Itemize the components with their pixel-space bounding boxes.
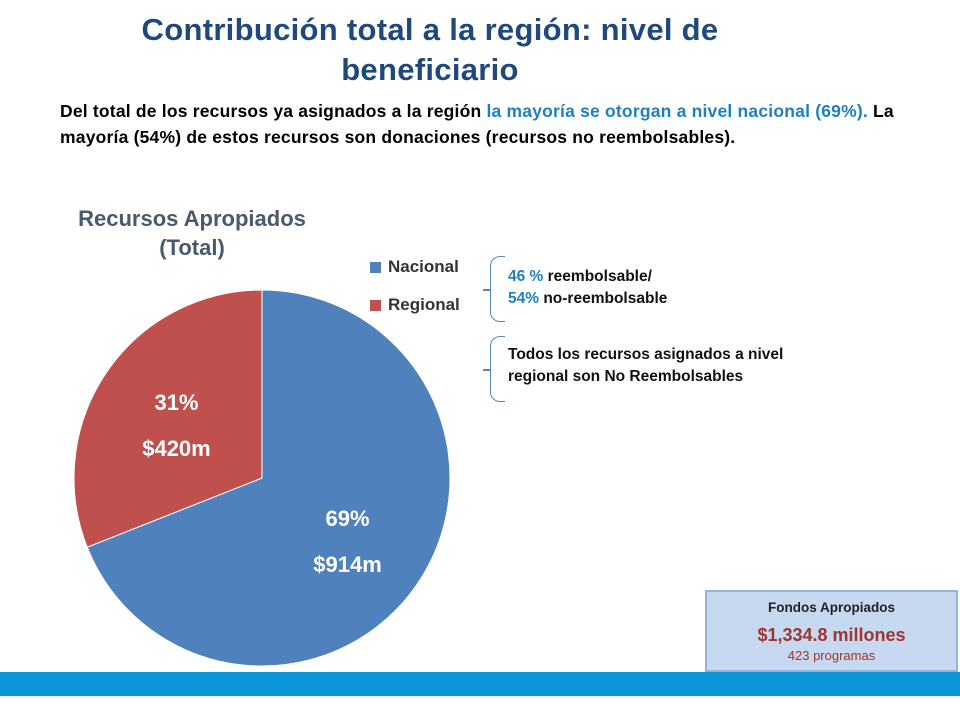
note-text-no-reembolsable: no-reembolsable [539,290,668,307]
intro-paragraph: Del total de los recursos ya asignados a… [60,98,920,150]
slide-title-line2: beneficiario [341,52,519,87]
fondos-label: Fondos Apropiados [768,600,895,615]
bottom-bar [0,672,960,696]
note-text-reembolsable: reembolsable/ [543,268,652,285]
note-regional-line2: regional son No Reembolsables [508,368,744,385]
intro-highlight: la mayoría se otorgan a nivel nacional (… [486,101,868,121]
note-nacional-line1: 46 % reembolsable/ [508,266,667,288]
legend-label-regional: Regional [388,295,460,314]
intro-part3: La mayoría (54%) de estos recursos son d… [60,101,894,147]
pie-label-pct-nacional: 69% [325,506,369,531]
slide-title-line1: Contribución total a la región: nivel de [141,12,719,47]
pie-label-pct-regional: 31% [154,390,198,415]
legend-label-nacional: Nacional [388,257,459,276]
chart-legend: Nacional Regional [370,248,460,324]
pie-label-amount-nacional: $914m [313,552,382,577]
legend-item-nacional: Nacional [370,248,460,286]
pie-label-amount-regional: $420m [142,436,211,461]
legend-swatch-regional [370,299,381,311]
note-regional-line1: Todos los recursos asignados a nivel [508,346,784,363]
legend-item-regional: Regional [370,286,460,324]
legend-swatch-nacional [370,261,381,273]
pie-slice-regional [73,289,263,548]
slide-title: Contribución total a la región: nivel de… [0,10,860,90]
bracket-regional [483,336,505,402]
fondos-box: Fondos Apropiados $1,334.8 millones 423 … [705,590,958,672]
chart-title-line1: Recursos Apropiados [78,206,306,231]
note-regional: Todos los recursos asignados a nivel reg… [508,344,783,388]
note-pct-reembolsable: 46 % [508,268,544,285]
bracket-nacional [483,256,505,322]
pie-slice-nacional [86,289,451,667]
intro-part1: Del total de los recursos ya asignados a… [60,101,487,121]
note-pct-no-reembolsable: 54% [508,290,540,307]
chart-title-line2: (Total) [159,235,225,260]
chart-title: Recursos Apropiados (Total) [60,204,324,262]
fondos-count: 423 programas [787,648,876,663]
note-nacional-line2: 54% no-reembolsable [508,288,667,310]
fondos-amount: $1,334.8 millones [757,625,906,645]
note-nacional: 46 % reembolsable/ 54% no-reembolsable [508,266,667,310]
